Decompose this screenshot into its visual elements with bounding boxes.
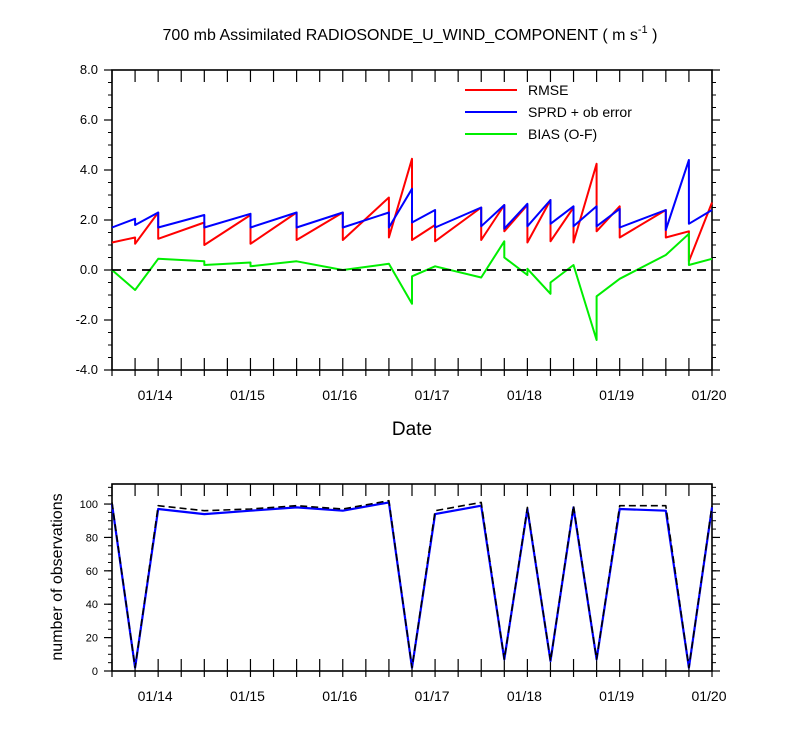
- y-tick-label: 0: [92, 666, 98, 678]
- x-tick-label: 01/14: [138, 387, 173, 403]
- x-axis-label: Date: [392, 419, 432, 440]
- y-tick-label: 60: [86, 566, 98, 578]
- x-tick-label: 01/18: [507, 688, 542, 704]
- bottom-x-tick-labels: 01/14 01/15 01/16 01/17 01/18 01/19 01/20: [138, 688, 727, 704]
- x-tick-label: 01/19: [599, 387, 634, 403]
- x-tick-label: 01/17: [415, 688, 450, 704]
- x-tick-label: 01/18: [507, 387, 542, 403]
- bottom-plot-frame: [111, 483, 713, 672]
- x-tick-label: 01/14: [138, 688, 173, 704]
- y-tick-label: 4.0: [80, 162, 98, 177]
- x-tick-label: 01/19: [599, 688, 634, 704]
- legend-label-sprd: SPRD + ob error: [528, 104, 632, 120]
- legend: RMSE SPRD + ob error BIAS (O-F): [465, 82, 632, 142]
- x-tick-label: 01/17: [415, 387, 450, 403]
- y-tick-label: 100: [80, 499, 98, 511]
- y-tick-label: 20: [86, 633, 98, 645]
- top-x-tick-labels: 01/14 01/15 01/16 01/17 01/18 01/19 01/20: [138, 387, 727, 403]
- top-y-tick-labels: -4.0 -2.0 0.0 2.0 4.0 6.0 8.0: [76, 62, 98, 377]
- top-panel: -4.0-2.00.02.04.06.08.0 01/14 01/15 01/16 0…: [76, 62, 727, 440]
- y-tick-label: 0.0: [80, 262, 98, 277]
- series-line-observations-possible: [111, 499, 713, 669]
- top-ticks: [104, 69, 720, 376]
- y-tick-label: 2.0: [80, 212, 98, 227]
- bottom-ticks: [104, 484, 720, 677]
- x-tick-label: 01/15: [230, 387, 265, 403]
- x-tick-label: 01/15: [230, 688, 265, 704]
- y-tick-label: 6.0: [80, 112, 98, 127]
- y-axis-label-observations: number of observations: [49, 493, 66, 660]
- legend-label-rmse: RMSE: [528, 82, 568, 98]
- series-line-observations-used: [110, 501, 714, 669]
- y-tick-label: 40: [86, 599, 98, 611]
- series-line-sprd-ob-error: [111, 159, 713, 231]
- legend-label-bias: BIAS (O-F): [528, 126, 597, 142]
- y-tick-label: -4.0: [76, 362, 98, 377]
- series-line-bias-o-f: [111, 232, 713, 341]
- y-tick-label: -2.0: [76, 312, 98, 327]
- bottom-series: [110, 499, 714, 669]
- x-tick-label: 01/20: [691, 387, 726, 403]
- y-tick-label: 8.0: [80, 62, 98, 77]
- x-tick-label: 01/16: [322, 688, 357, 704]
- bottom-y-tick-labels: 0 20 40 60 80 100: [80, 499, 98, 678]
- chart-title: 700 mb Assimilated RADIOSONDE_U_WIND_COM…: [163, 24, 658, 44]
- x-tick-label: 01/20: [691, 688, 726, 704]
- y-tick-label: 80: [86, 532, 98, 544]
- top-series: [111, 157, 713, 341]
- x-tick-label: 01/16: [322, 387, 357, 403]
